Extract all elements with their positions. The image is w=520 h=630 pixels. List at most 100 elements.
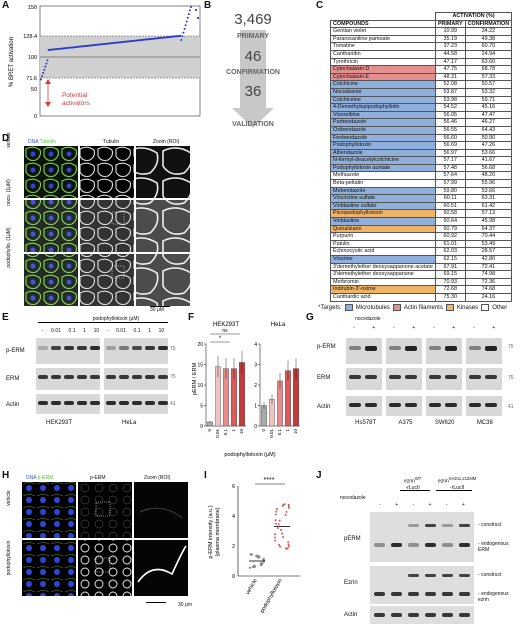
compound-name: Fenbendazole <box>330 133 436 143</box>
f-xtick: 0.1 <box>277 429 282 436</box>
primary-value: 56.55 <box>434 125 466 135</box>
compound-row: N-formyl-deacetylcolchicine 57.17 41.67 <box>330 156 513 165</box>
blot-band <box>349 375 361 379</box>
confirmation-value: 64.37 <box>464 224 513 234</box>
f-xtick: 1 <box>231 429 236 432</box>
panel-label-j: J <box>316 470 322 481</box>
a-annotation-1: Potential <box>62 92 88 99</box>
a-annotation-2: activators <box>62 100 91 107</box>
confirmation-value: 72.41 <box>464 262 513 272</box>
e-cell-hela: HeLa <box>122 420 137 426</box>
primary-value: 56.46 <box>434 118 466 127</box>
compound-row: Vinblastine 60.64 45.98 <box>330 217 513 226</box>
j-signs: - + - + - + <box>372 502 472 508</box>
bret-point <box>40 78 42 81</box>
g-signs: - + - + - + - + <box>344 325 504 331</box>
blot-band <box>77 375 87 379</box>
primary-value: 70.93 <box>434 277 466 287</box>
blot-band <box>408 592 419 596</box>
blot-band <box>90 375 100 379</box>
blot-band <box>405 403 417 407</box>
blot-band <box>119 346 129 350</box>
e-mw-3: 41 <box>170 401 176 407</box>
i-xtick-podo: podophyllotoxin <box>259 578 283 614</box>
f-ytick: 3 <box>254 363 257 369</box>
j-row-perm: pERM <box>344 536 361 542</box>
i-point <box>274 519 277 522</box>
confirmation-value: 42.80 <box>464 255 513 264</box>
primary-value: 60.51 <box>434 201 466 211</box>
blot-band <box>158 401 168 405</box>
confirmation-value: 45.98 <box>464 217 513 226</box>
legend-kinases: Kinases <box>456 304 479 311</box>
i-point <box>287 545 290 548</box>
primary-value: 35.19 <box>434 34 466 44</box>
i-point <box>249 566 252 569</box>
d-row-podo: podophyllo. (1μM) <box>6 227 12 268</box>
d-img-podo-tubulin <box>80 254 134 306</box>
funnel-shaft <box>240 30 266 110</box>
i-point <box>287 541 290 544</box>
j-group1: ezrinWT -rLucII <box>404 476 422 491</box>
confirmation-value: 53.32 <box>464 87 513 97</box>
compound-name: Vincristine sulfate <box>330 194 436 203</box>
blot-band <box>442 574 453 577</box>
i-point <box>284 513 287 516</box>
blot-band <box>389 375 401 379</box>
compound-row: 4-Demethylepipodophyllotin 54.52 45.16 <box>330 103 513 112</box>
c-legend: *Targets: Microtubules Actin filaments K… <box>318 304 518 311</box>
i-point <box>259 564 262 567</box>
g-row-actin: Actin <box>317 404 331 410</box>
blot-band <box>145 346 155 350</box>
primary-value: 57.48 <box>434 163 466 173</box>
g-blot <box>466 368 502 390</box>
i-point <box>276 507 279 510</box>
blot-band <box>405 346 417 351</box>
g-blot <box>346 338 382 364</box>
i-point <box>262 557 265 560</box>
b-stage-3: VALIDATION <box>232 121 274 128</box>
b-count-2: 46 <box>245 48 262 65</box>
compound-row: Albendazole 56.97 53.66 <box>330 148 513 158</box>
blot-band <box>38 375 48 379</box>
f-xtick: 0 <box>207 429 212 432</box>
bret-point <box>45 62 48 65</box>
confirmation-value: 72.36 <box>464 277 513 287</box>
g-mw-2: 75 <box>508 375 514 381</box>
i-point <box>260 561 263 564</box>
d-image-grid <box>24 146 190 306</box>
j-blot-ezrin <box>370 566 474 604</box>
funnel-arrow <box>232 108 274 128</box>
confirmation-value: 68.78 <box>464 65 513 74</box>
compound-name: Beta-peltatin <box>330 179 436 188</box>
blot-band <box>408 613 419 617</box>
blot-band <box>429 403 441 407</box>
blot-band <box>90 401 100 405</box>
d-scalebar-label: 30 μM <box>150 307 164 313</box>
i-ylabel-2: (plasma membrane) <box>215 507 221 556</box>
blot-band <box>408 574 419 577</box>
confirmation-value: 55.96 <box>464 179 513 188</box>
i-point <box>276 526 279 529</box>
f-xtick: 0.1 <box>223 429 228 436</box>
bret-point <box>186 16 189 19</box>
compound-row: Vinorelbine 56.05 47.47 <box>330 110 513 120</box>
e-conc-2b: 0.1 <box>133 328 141 334</box>
blot-band <box>38 346 48 350</box>
blot-band <box>408 524 419 527</box>
blot-band <box>429 375 441 379</box>
d-col-1: DNA Tubulin <box>28 139 56 145</box>
bret-point <box>41 75 44 78</box>
compound-row: Echinocystic acid 62.03 28.57 <box>330 247 513 256</box>
f-xtick: 0.01 <box>215 429 220 438</box>
g-blot <box>426 338 462 364</box>
blot-band <box>425 543 436 547</box>
confirmation-value: 47.47 <box>464 110 513 120</box>
j-row-ezrin: Ezrin <box>344 580 358 586</box>
bret-point <box>188 9 191 12</box>
i-ylabel-1: p-ERM intensity (a.u.) <box>208 505 214 558</box>
f-ytick: 0 <box>200 424 203 430</box>
blot-band <box>132 401 142 405</box>
f-xtick: 0.01 <box>269 429 274 438</box>
f-title-hek: HEK293T <box>213 322 239 328</box>
